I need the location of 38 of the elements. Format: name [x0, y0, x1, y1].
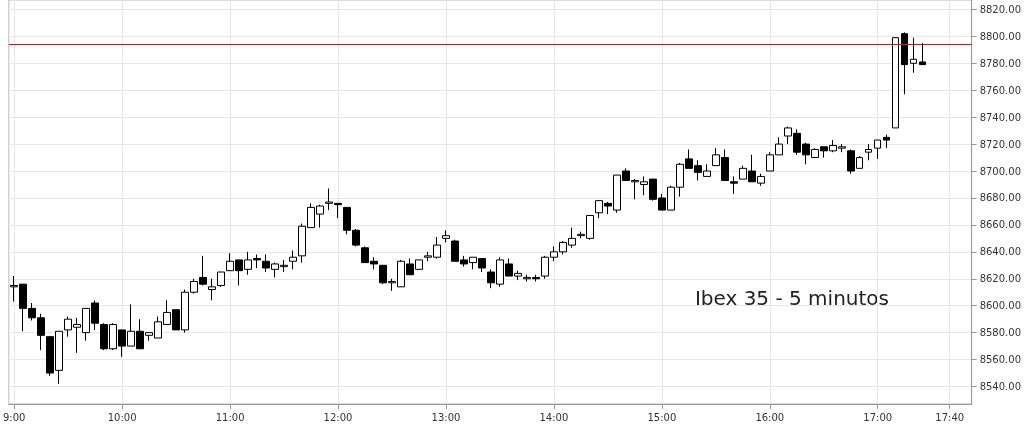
y-tick-label: 8560.00 [979, 354, 1022, 366]
y-tick-label: 8580.00 [979, 327, 1022, 339]
x-tick-label: 10:00 [107, 411, 137, 423]
candlestick [865, 143, 872, 161]
y-tick-label: 8800.00 [979, 30, 1022, 42]
candlestick [919, 42, 926, 66]
x-tick-label: 16:00 [755, 411, 785, 423]
x-tick-label: 11:00 [215, 411, 245, 423]
candlestick [208, 278, 216, 301]
x-tick-label: 14:00 [539, 411, 569, 423]
y-tick-label: 8660.00 [979, 219, 1022, 231]
x-tick-label: 13:00 [431, 411, 461, 423]
y-tick-label: 8700.00 [979, 165, 1022, 177]
y-tick-label: 8760.00 [979, 84, 1022, 96]
y-tick-label: 8740.00 [979, 111, 1022, 123]
x-tick-label: 9:00 [2, 411, 26, 423]
candlestick [217, 271, 225, 288]
candlestick [901, 31, 908, 95]
y-tick-label: 8640.00 [979, 246, 1022, 258]
x-tick-label: 17:00 [863, 411, 893, 423]
x-tick-label: 12:00 [323, 411, 353, 423]
candlestick [883, 134, 890, 149]
candlestick [442, 229, 450, 243]
candlestick [910, 37, 917, 74]
y-tick-label: 8780.00 [979, 57, 1022, 69]
candlestick [289, 249, 297, 270]
x-tick-label: 15:00 [647, 411, 677, 423]
x-tick-label: 17:40 [935, 411, 965, 423]
candlestick [874, 139, 881, 160]
y-tick-label: 8620.00 [979, 273, 1022, 285]
y-tick-label: 8820.00 [979, 3, 1022, 15]
y-tick-label: 8540.00 [979, 380, 1022, 392]
y-tick-label: 8600.00 [979, 300, 1022, 312]
annotation: Ibex 35 - 5 minutos [694, 286, 889, 310]
candlestick [730, 175, 738, 195]
candlestick [892, 37, 899, 129]
y-tick-label: 8680.00 [979, 192, 1022, 204]
y-tick-label: 8720.00 [979, 138, 1022, 150]
